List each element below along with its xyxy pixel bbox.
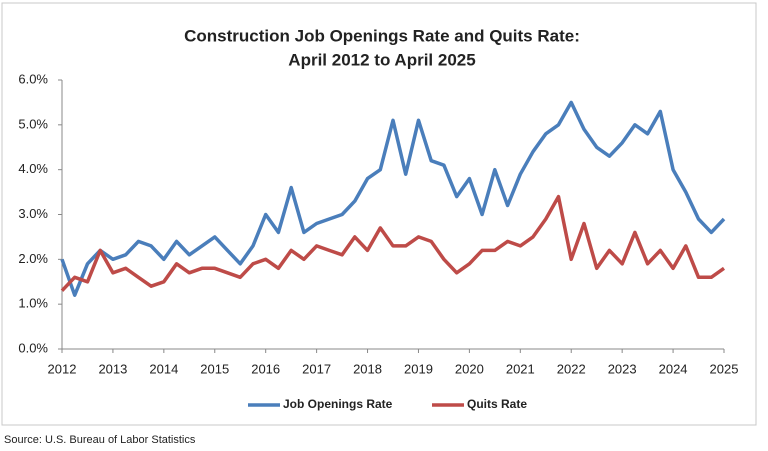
x-tick-label: 2021 (506, 361, 535, 376)
x-tick-label: 2014 (149, 361, 178, 376)
y-tick-label: 3.0% (18, 206, 48, 221)
x-tick-label: 2025 (710, 361, 739, 376)
x-tick-label: 2019 (404, 361, 433, 376)
x-tick-label: 2024 (659, 361, 688, 376)
y-tick-label: 5.0% (18, 116, 48, 131)
y-tick-label: 2.0% (18, 251, 48, 266)
legend-label: Quits Rate (467, 397, 527, 411)
y-tick-label: 4.0% (18, 161, 48, 176)
x-tick-label: 2022 (557, 361, 586, 376)
x-tick-label: 2018 (353, 361, 382, 376)
chart-frame (1, 2, 757, 426)
x-tick-label: 2016 (251, 361, 280, 376)
x-tick-label: 2020 (455, 361, 484, 376)
data-line (60, 100, 726, 297)
y-tick-label: 6.0% (18, 71, 48, 86)
legend-label: Job Openings Rate (283, 397, 393, 411)
source-note: Source: U.S. Bureau of Labor Statistics (4, 434, 196, 446)
x-tick-label: 2012 (48, 361, 77, 376)
y-tick-label: 0.0% (18, 340, 48, 355)
x-tick-label: 2013 (98, 361, 127, 376)
x-tick-label: 2015 (200, 361, 229, 376)
x-tick-label: 2017 (302, 361, 331, 376)
x-tick-label: 2023 (608, 361, 637, 376)
y-tick-label: 1.0% (18, 296, 48, 311)
chart-subtitle: April 2012 to April 2025 (288, 50, 475, 69)
data-line (60, 194, 726, 292)
chart-title: Construction Job Openings Rate and Quits… (184, 26, 580, 45)
